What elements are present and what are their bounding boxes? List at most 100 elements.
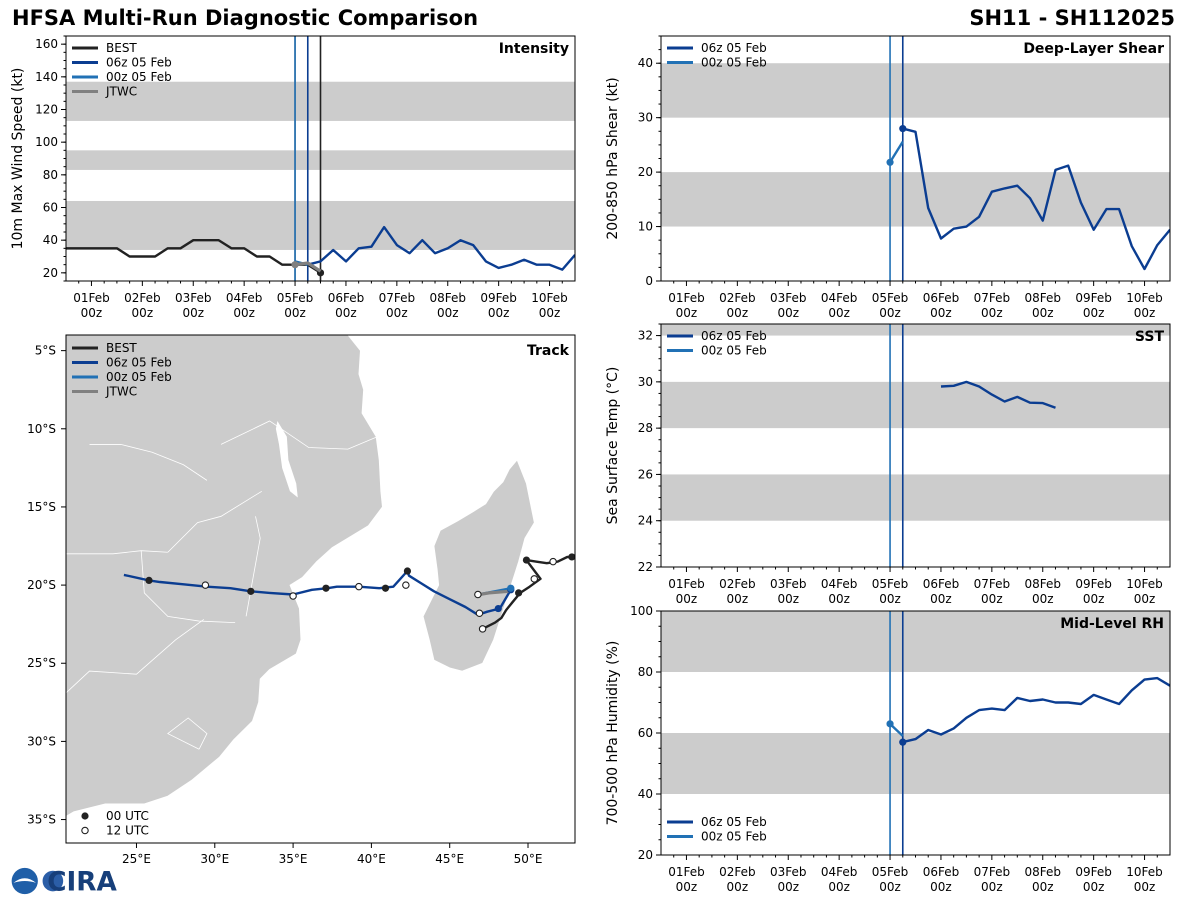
noaa-gull-icon — [13, 878, 36, 883]
track-best-marker-00utc — [522, 556, 531, 564]
track-ytick-label: 30°S — [27, 734, 56, 748]
rh-ytick-label: 100 — [630, 604, 653, 618]
sst-ytick-label: 32 — [638, 329, 653, 343]
intensity-ylabel: 10m Max Wind Speed (kt) — [10, 68, 26, 250]
track-run06-marker-00utc — [381, 584, 390, 592]
shear-xtick-label: 08Feb — [1024, 291, 1061, 305]
track-ytick-label: 35°S — [27, 813, 56, 827]
shear-xtick-label: 09Feb — [1075, 291, 1112, 305]
storm-id: SH11 - SH112025 — [969, 6, 1175, 30]
intensity-xtick-label: 04Feb — [226, 291, 263, 305]
track-run00-marker-point — [507, 584, 515, 592]
intensity-ytick-label: 160 — [35, 37, 58, 51]
track-xtick-label: 35°E — [279, 852, 308, 866]
sst-xtick-label: 03Feb — [770, 577, 807, 591]
sst-xtick-label: 00z — [1134, 592, 1156, 606]
shear-band — [661, 63, 1170, 118]
track-frame — [65, 334, 576, 844]
intensity-xtick-label: 07Feb — [379, 291, 416, 305]
shear-xtick-label: 04Feb — [821, 291, 858, 305]
country-border — [66, 550, 168, 555]
track-run06-marker-00utc — [322, 584, 330, 592]
intensity-xtick-label: 00z — [335, 306, 357, 320]
rh-xtick-label: 00z — [1134, 880, 1156, 894]
shear-xtick-label: 00z — [930, 306, 952, 320]
sst-xtick-label: 09Feb — [1075, 577, 1112, 591]
sst-series-run06 — [940, 380, 1056, 409]
intensity-xtick-label: 00z — [539, 306, 561, 320]
track-title: Track — [527, 343, 570, 359]
shear-ytick-label: 20 — [638, 165, 653, 179]
intensity-xtick-label: 03Feb — [175, 291, 212, 305]
rh-band — [661, 611, 1170, 672]
track-ytick-label: 10°S — [27, 422, 56, 436]
intensity-point-jtwc — [291, 261, 299, 269]
intensity-xtick-label: 02Feb — [124, 291, 161, 305]
sst-ytick-label: 30 — [638, 375, 653, 389]
rh-xtick-label: 01Feb — [668, 865, 705, 879]
sst-xtick-label: 02Feb — [719, 577, 756, 591]
track-xtick-label: 40°E — [357, 852, 386, 866]
rh-xtick-label: 00z — [1083, 880, 1105, 894]
sst-frame — [660, 323, 1171, 568]
rh-series-run06 — [902, 676, 1170, 744]
track-run06-line — [123, 570, 409, 596]
shear-ylabel: 200-850 hPa Shear (kt) — [605, 77, 621, 239]
intensity-ytick-label: 80 — [43, 168, 58, 182]
intensity-legend-label: 00z 05 Feb — [106, 70, 172, 84]
intensity-xtick-label: 00z — [233, 306, 255, 320]
track-ytick-label: 15°S — [27, 500, 56, 514]
track-best-marker-12utc — [478, 625, 487, 633]
track-best-marker-12utc — [530, 575, 539, 583]
rh-band — [661, 733, 1170, 794]
rh-legend-label: 06z 05 Feb — [701, 815, 767, 829]
intensity-xtick-label: 00z — [386, 306, 408, 320]
sst-ytick-label: 22 — [638, 560, 653, 574]
rh-xtick-label: 00z — [727, 880, 749, 894]
shear-ytick-label: 10 — [638, 220, 653, 234]
rh-xtick-label: 00z — [879, 880, 901, 894]
sst-xtick-label: 00z — [828, 592, 850, 606]
intensity-series-best — [66, 238, 322, 274]
track-run06-marker-00utc — [403, 567, 412, 575]
track-legend-marker-12utc — [81, 826, 89, 835]
noaa-cira-logo: CIRA — [11, 867, 117, 896]
rh-xtick-label: 08Feb — [1024, 865, 1061, 879]
sst-xtick-label: 01Feb — [668, 577, 705, 591]
track-panel: 25°E 30°E 35°E 40°E 45°E 50°E 5°S 10°S 15°S 20°S 2… — [27, 334, 576, 866]
shear-series-run06 — [902, 127, 1170, 271]
intensity-xtick-label: 05Feb — [277, 291, 314, 305]
rh-xtick-label: 02Feb — [719, 865, 756, 879]
sst-xtick-label: 10Feb — [1126, 577, 1163, 591]
sst-xtick-label: 00z — [727, 592, 749, 606]
shear-band — [661, 172, 1170, 227]
track-legend-label: BEST — [106, 341, 137, 355]
rh-ytick-label: 60 — [638, 726, 653, 740]
intensity-ytick-label: 60 — [43, 201, 58, 215]
intensity-series-jtwc — [294, 261, 322, 273]
rh-xtick-label: 00z — [676, 880, 698, 894]
track-best-marker-00utc — [515, 589, 523, 597]
intensity-xtick-label: 00z — [437, 306, 459, 320]
sst-xtick-label: 00z — [879, 592, 901, 606]
intensity-title: Intensity — [499, 41, 569, 57]
rh-panel: 2040608010001Feb00z02Feb00z03Feb00z04Feb… — [605, 604, 1171, 894]
track-legend-marker-00utc — [81, 812, 89, 820]
sst-xtick-label: 00z — [1083, 592, 1105, 606]
shear-xtick-label: 00z — [981, 306, 1003, 320]
sst-xtick-label: 07Feb — [974, 577, 1011, 591]
track-ytick-label: 20°S — [27, 578, 56, 592]
rh-xtick-label: 00z — [1032, 880, 1054, 894]
rh-xtick-label: 07Feb — [974, 865, 1011, 879]
shear-xtick-label: 02Feb — [719, 291, 756, 305]
rh-xtick-label: 09Feb — [1075, 865, 1112, 879]
shear-xtick-label: 00z — [1032, 306, 1054, 320]
shear-title: Deep-Layer Shear — [1023, 41, 1164, 57]
rh-xtick-label: 00z — [930, 880, 952, 894]
rh-xtick-label: 10Feb — [1126, 865, 1163, 879]
rh-xtick-label: 06Feb — [923, 865, 960, 879]
rh-title: Mid-Level RH — [1060, 616, 1164, 632]
shear-xtick-label: 03Feb — [770, 291, 807, 305]
shear-xtick-label: 00z — [777, 306, 799, 320]
sst-xtick-label: 06Feb — [923, 577, 960, 591]
